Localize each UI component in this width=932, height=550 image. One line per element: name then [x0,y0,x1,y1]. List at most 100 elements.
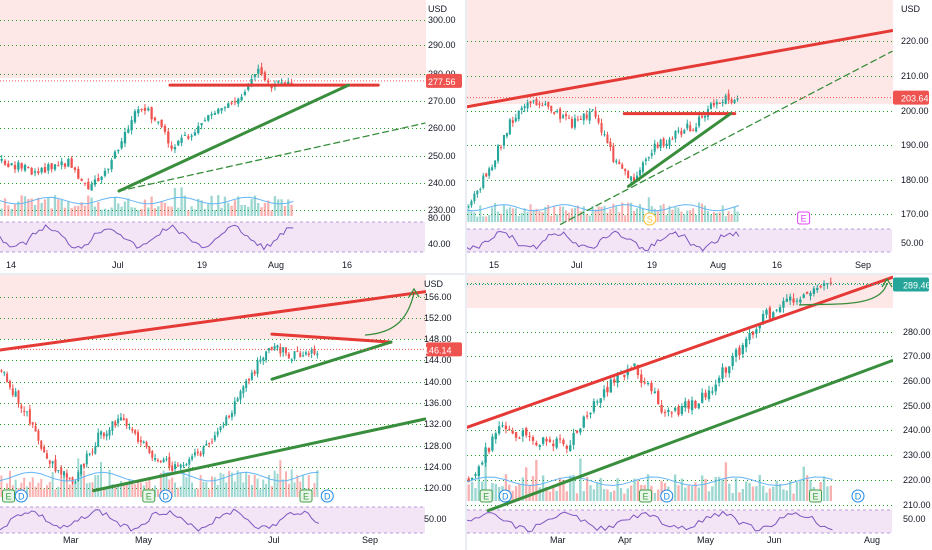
volume-bar [565,491,569,501]
volume-bar [687,485,690,501]
y-tick-label: 260.00 [428,123,456,133]
volume-bar [665,215,668,222]
candle-body [290,359,293,361]
chart-svg: USD300.00290.00280.00270.00260.00250.002… [0,0,465,273]
last-price-badge [893,277,929,292]
candle-body [287,353,290,359]
candle-body [485,173,488,177]
candle-body [778,307,782,313]
volume-bar [171,477,174,497]
candle-body [603,134,606,136]
candle-body [247,83,250,90]
candle-body [119,417,122,421]
candle-body [176,465,179,467]
volume-bar [237,196,240,216]
volume-bar [265,483,268,497]
candle-body [547,101,550,107]
volume-bar [535,459,538,501]
last-price-label: 146.14 [424,345,452,355]
candle-body [511,430,514,434]
volume-bar [701,203,704,222]
chart-panel-bottom-left[interactable]: USD 156.00 152.00 148.00 144.00 140.00 136.00 1… [0,275,465,550]
volume-bar [715,212,718,222]
volume-bar [14,479,17,497]
volume-bar [90,197,93,216]
candle-body [140,109,143,111]
candle-body [582,113,585,121]
candle-body [476,190,479,195]
chart-panel-top-right[interactable]: USD 220.00 210.00 200.00 190.00 180.00 170.00 5… [467,0,932,273]
y-tick-label: 120.00 [424,483,452,493]
y-tick-label: 190.00 [901,140,929,150]
candle-body [193,132,197,136]
volume-bar [290,469,293,497]
candle-body [11,388,14,396]
candle-body [180,137,183,143]
candle-body [299,352,302,358]
volume-bar [531,476,535,501]
volume-bar [594,209,597,222]
candle-body [570,118,573,128]
volume-bar [541,212,544,222]
volume-bar [47,197,50,216]
candle-body [131,428,134,431]
volume-bar [782,489,785,501]
candle-body [68,477,71,479]
volume-bar [307,475,310,497]
volume-bar [523,208,526,222]
candle-body [211,441,214,443]
volume-bar [494,203,497,222]
chart-panel-top-left[interactable]: USD300.00290.00280.00270.00260.00250.002… [0,0,465,273]
candle-body [199,452,202,456]
candle-body [525,428,528,436]
candle-body [711,391,714,393]
candle-body [233,401,236,414]
candle-body [644,159,647,162]
candle-body [179,464,182,468]
candle-body [591,109,594,111]
volume-bar [589,485,592,501]
candle-body [270,346,273,350]
candle-body [265,351,268,361]
candle-body [511,120,514,123]
volume-bar [609,492,613,501]
volume-bar [544,206,547,222]
y-tick-label: 230.00 [903,450,931,460]
volume-bar [690,486,694,501]
x-tick-label: Sep [855,260,871,270]
volume-bar [103,208,107,216]
rsi-line [467,510,833,533]
earnings-badge [809,489,822,503]
candle-body [802,294,805,298]
volume-bar [250,199,253,216]
volume-bar [573,207,576,222]
volume-bar [114,485,117,497]
volume-bar [674,206,677,222]
resistance-trend-line [467,275,894,429]
volume-bar [316,470,319,497]
volume-bar [83,205,87,216]
chart-panel-bottom-right[interactable]: USD280.00270.00260.00250.00240.00230.002… [467,275,932,550]
volume-bar [778,483,782,501]
volume-bar [692,208,695,222]
candle-body [721,367,724,379]
candle-body [228,415,231,418]
volume-bar [795,482,799,501]
candle-body [650,153,653,156]
volume-bar [180,187,183,216]
y-tick-label: 220.00 [903,475,931,485]
volume-bar [40,202,43,216]
volume-bar [626,488,629,501]
volume-bar [93,206,97,216]
volume-bar [668,205,671,222]
x-tick-label: May [697,535,715,545]
chart-svg: USD 156.00 152.00 148.00 144.00 140.00 136.00 1… [0,275,465,550]
candle-body [596,401,599,403]
dividend-badge [660,489,674,503]
volume-bar [479,205,482,222]
volume-bar [633,478,636,501]
volume-bar [686,210,689,222]
candle-body [227,103,230,108]
candle-body [40,167,43,173]
candle-body [467,206,470,208]
